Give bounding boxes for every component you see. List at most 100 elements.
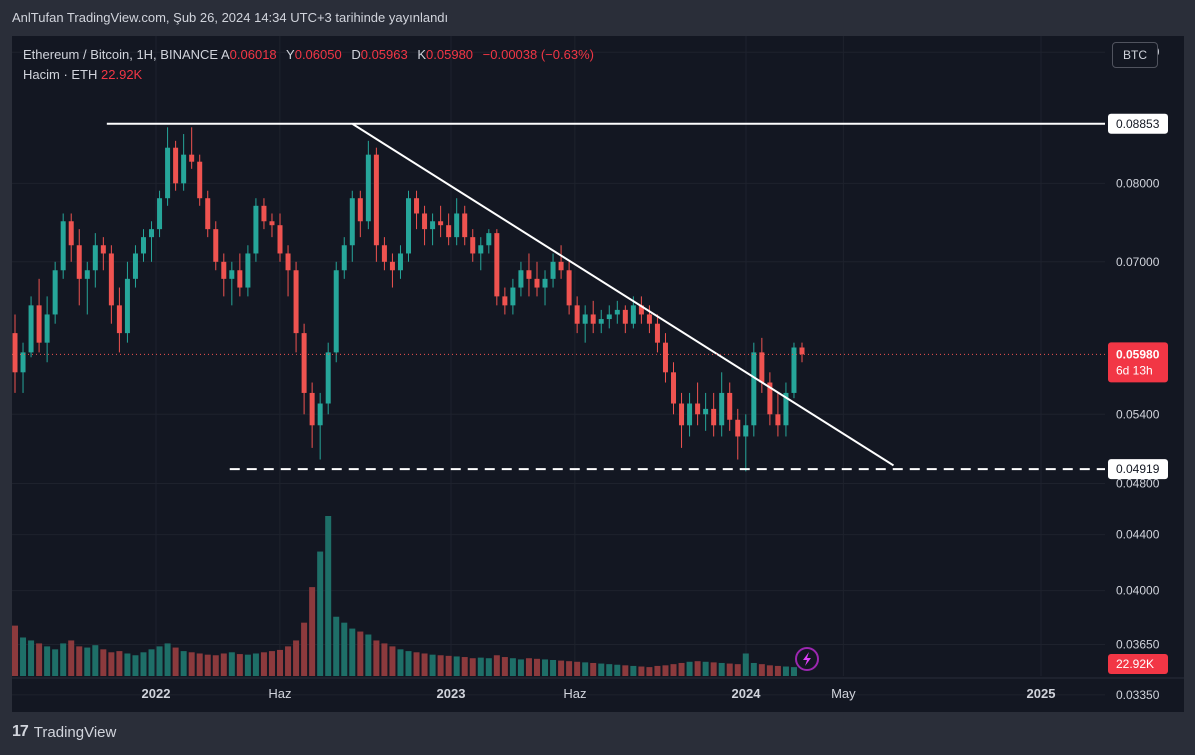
candle-body <box>550 261 556 279</box>
volume-bar <box>268 651 275 676</box>
candle-body <box>341 245 347 271</box>
candle-body <box>654 323 660 343</box>
candle-body <box>478 245 484 254</box>
volume-bar <box>28 640 35 676</box>
resistance-price-tag-text: 0.08853 <box>1116 117 1160 131</box>
tradingview-logo-icon: 17 <box>12 723 29 740</box>
symbol-label[interactable]: Ethereum / Bitcoin, 1H, BINANCE <box>23 47 219 62</box>
volume-bar <box>285 646 292 676</box>
candle-body <box>189 154 195 162</box>
volume-bar <box>405 651 412 676</box>
volume-bar <box>188 652 195 676</box>
volume-bar <box>558 660 565 676</box>
candle-body <box>293 270 299 334</box>
candle-body <box>558 261 564 271</box>
candle-body <box>582 314 588 324</box>
volume-bar <box>68 640 75 676</box>
volume-bar <box>20 637 27 676</box>
volume-bar <box>606 664 613 676</box>
close-value: 0.05980 <box>426 47 474 62</box>
legend-ohlc-row: Ethereum / Bitcoin, 1H, BINANCE A0.06018… <box>23 45 600 65</box>
x-tick-label: Haz <box>268 686 291 701</box>
volume-bar <box>582 662 589 676</box>
candle-body <box>414 198 420 214</box>
volume-bar <box>52 649 59 676</box>
candle-body <box>397 253 403 271</box>
candle-body <box>108 253 114 306</box>
y-tick-label: 0.03350 <box>1116 688 1160 702</box>
volume-bar <box>742 653 749 676</box>
volume-bar <box>212 655 219 676</box>
candle-body <box>277 225 283 254</box>
brand-name: TradingView <box>33 723 117 741</box>
volume-bar <box>325 516 332 676</box>
volume-bar <box>517 659 524 676</box>
open-label: A <box>220 47 230 62</box>
candle-body <box>92 245 98 271</box>
lightning-glyph <box>803 652 811 666</box>
descending-trendline <box>352 123 895 467</box>
volume-bar <box>236 654 243 676</box>
chart-panel[interactable]: 0.110000.100000.080000.070000.054000.048… <box>12 36 1184 712</box>
volume-bar <box>196 653 203 676</box>
volume-bar <box>550 660 557 676</box>
volume-bar <box>461 657 468 676</box>
volume-bar <box>678 662 685 676</box>
volume-bar <box>341 622 348 676</box>
currency-button[interactable]: BTC <box>1112 42 1158 68</box>
candle-body <box>486 233 492 246</box>
candle-body <box>406 198 411 254</box>
candle-body <box>12 333 18 373</box>
x-tick-label: 2022 <box>142 686 171 701</box>
candle-body <box>84 270 90 279</box>
x-tick-label: May <box>831 686 856 701</box>
candles <box>12 127 805 472</box>
volume-bar <box>293 640 300 676</box>
volume-bar <box>469 658 476 676</box>
candle-body <box>422 213 428 230</box>
volume-bar <box>758 664 765 676</box>
candle-body <box>622 309 628 324</box>
candle-body <box>590 314 596 324</box>
footer-brand[interactable]: 17 TradingView <box>12 723 116 741</box>
change-value: −0.00038 (−0.63%) <box>482 47 594 62</box>
candle-body <box>349 198 355 246</box>
volume-bar <box>172 647 179 676</box>
price-chart[interactable]: 0.110000.100000.080000.070000.054000.048… <box>12 36 1184 712</box>
volume-label: Hacim · ETH <box>23 67 98 82</box>
volume-bar <box>566 661 573 676</box>
volume-bar <box>533 658 540 676</box>
volume-bar <box>782 666 789 676</box>
low-value: 0.05963 <box>360 47 408 62</box>
candle-body <box>735 419 741 437</box>
candle-body <box>574 305 580 324</box>
volume-bar <box>670 664 677 676</box>
candle-body <box>165 147 171 199</box>
candle-body <box>381 245 387 262</box>
candle-body <box>438 221 444 226</box>
candle-body <box>502 296 508 306</box>
volume-bar <box>132 655 139 676</box>
candle-body <box>614 309 620 315</box>
candle-body <box>470 237 476 254</box>
candle-body <box>197 161 203 199</box>
candle-body <box>638 305 644 315</box>
candle-body <box>124 278 130 334</box>
candle-body <box>566 270 572 306</box>
volume-bar <box>734 664 741 676</box>
y-tick-label: 0.07000 <box>1116 255 1160 269</box>
candle-body <box>52 270 58 315</box>
y-tick-label: 0.04400 <box>1116 528 1160 542</box>
volume-bar <box>525 658 532 676</box>
volume-bar <box>646 667 653 676</box>
volume-bar <box>445 655 452 676</box>
candle-body <box>140 237 146 254</box>
volume-bar <box>84 647 91 676</box>
volume-bar <box>349 628 356 676</box>
volume-bar <box>301 622 308 676</box>
x-tick-label: Haz <box>563 686 586 701</box>
high-label: Y <box>286 47 295 62</box>
candle-body <box>68 221 74 246</box>
volume-bar <box>164 643 171 676</box>
volume-bar <box>501 657 508 676</box>
